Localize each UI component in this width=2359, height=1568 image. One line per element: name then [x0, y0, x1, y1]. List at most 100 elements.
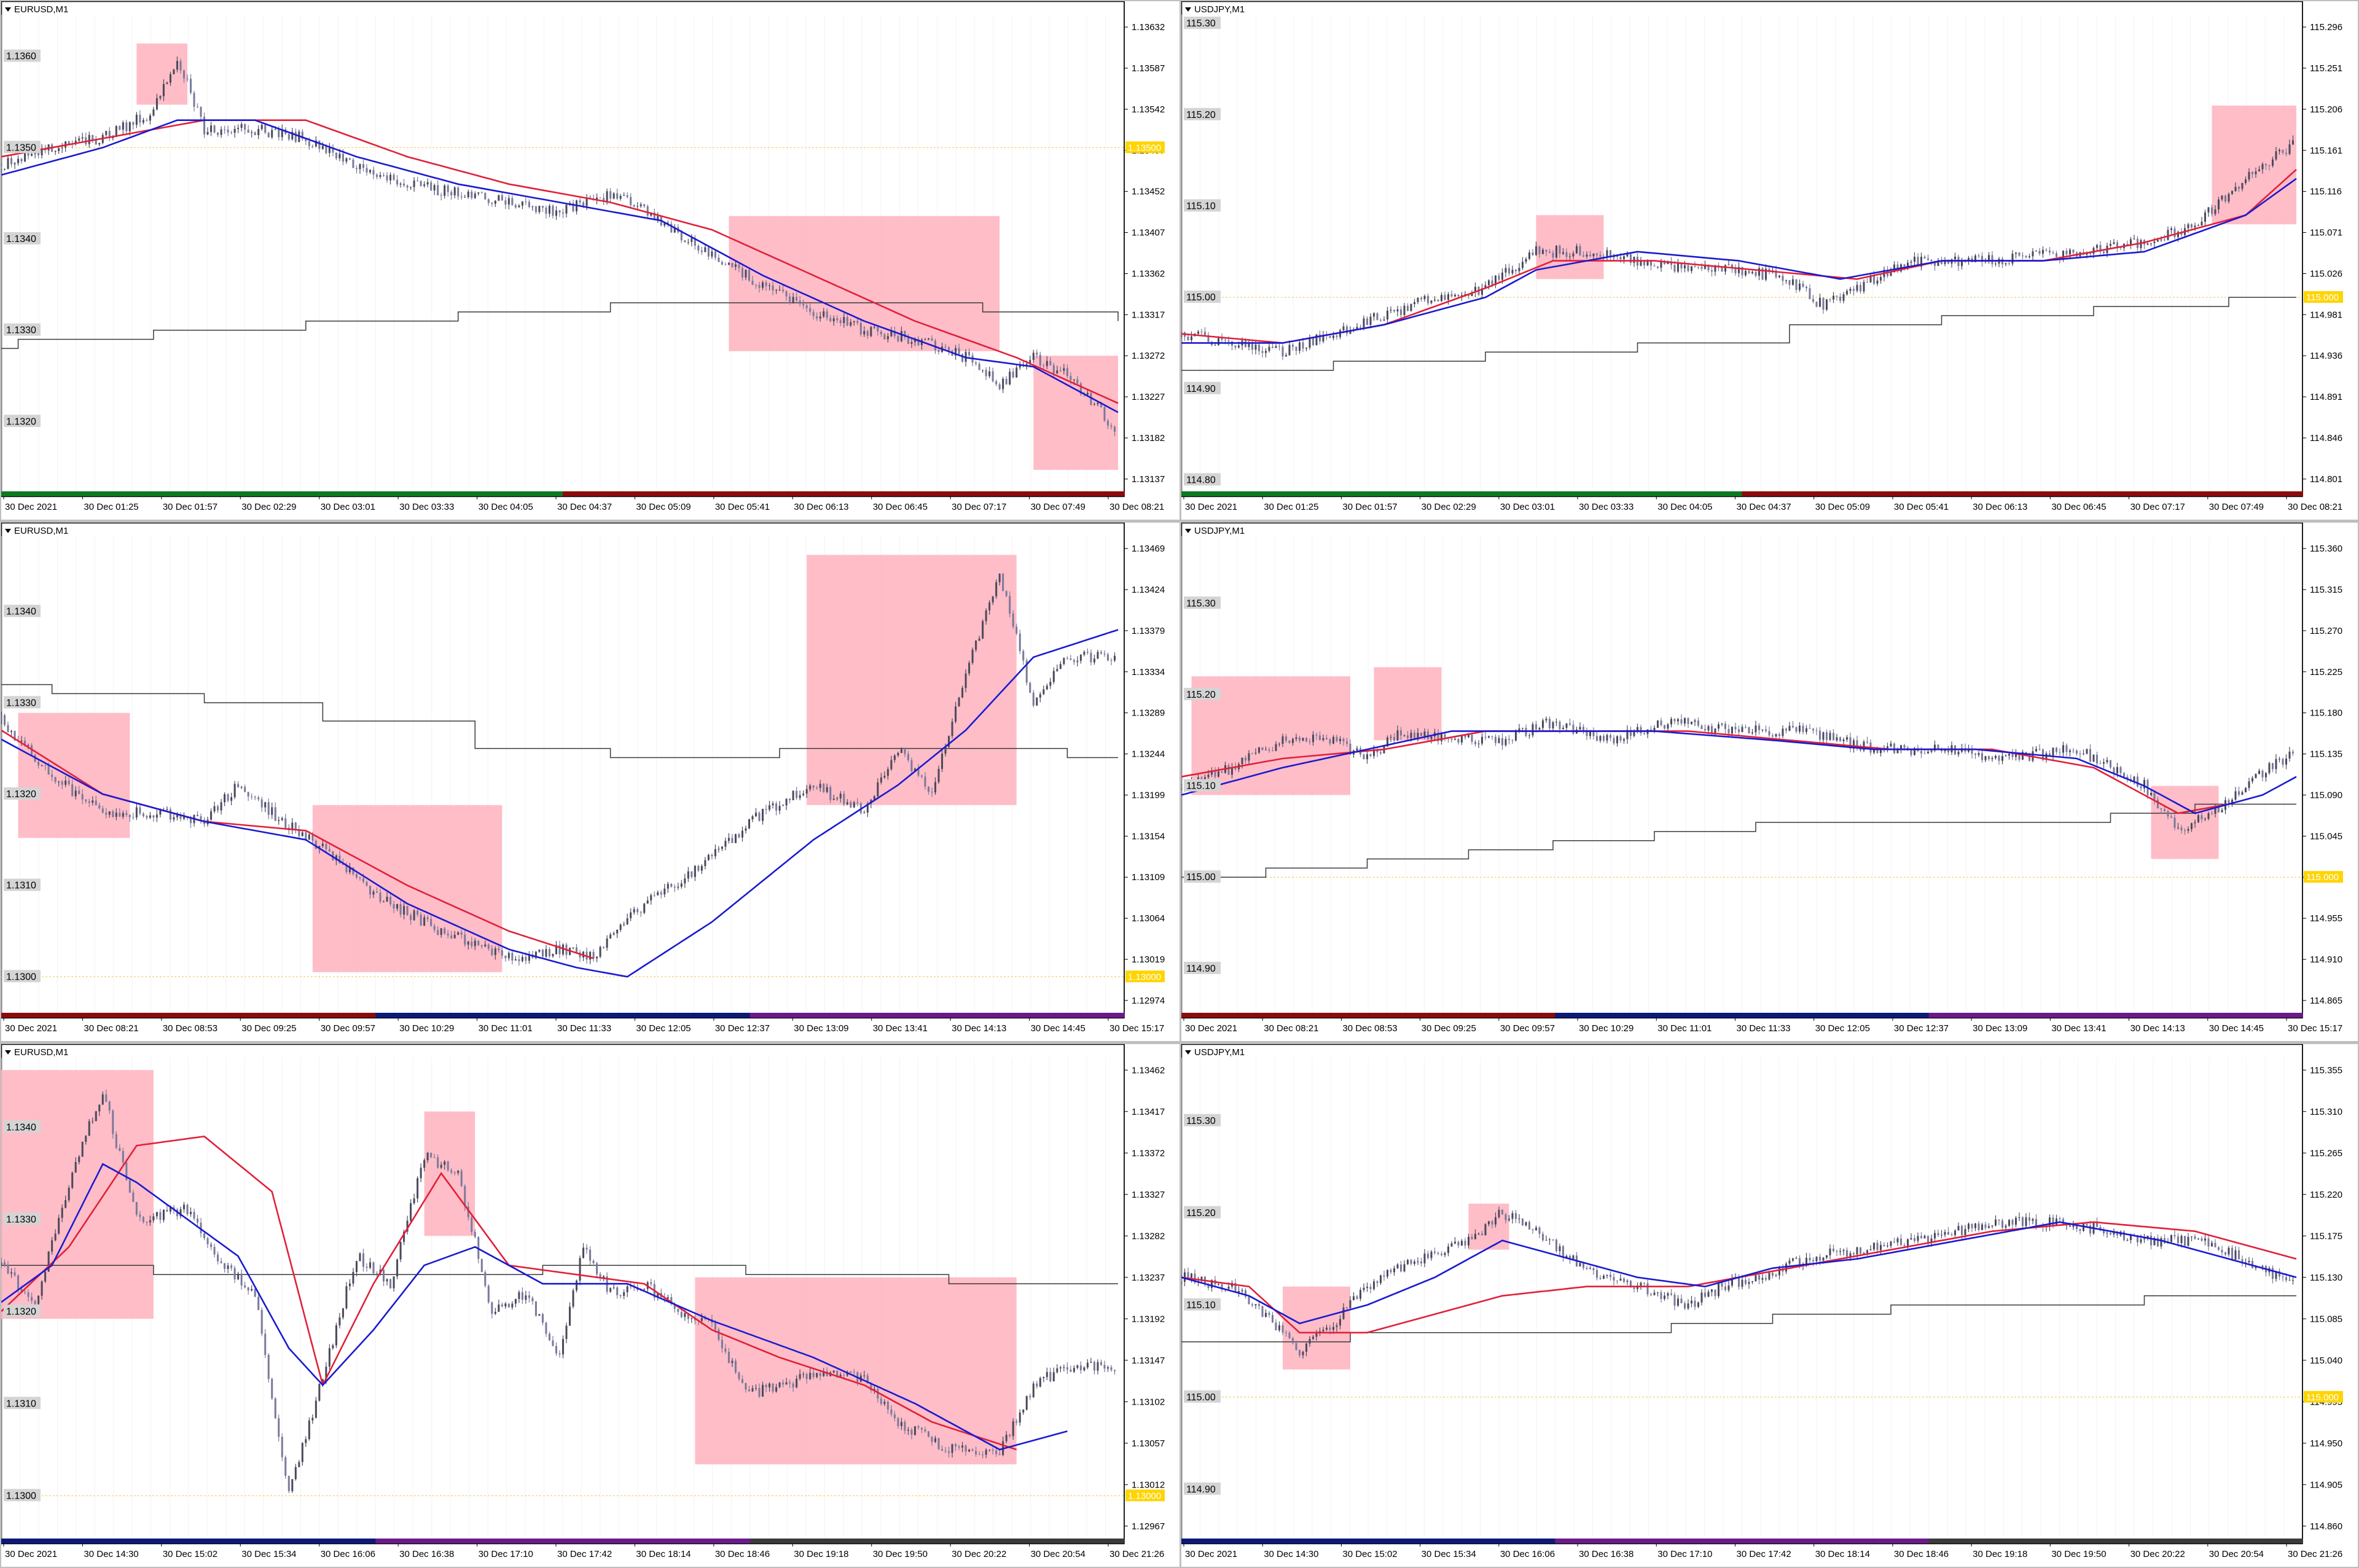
- candle-body: [1309, 338, 1311, 348]
- dropdown-triangle-icon: [1185, 7, 1191, 12]
- candle-body: [2032, 1219, 2034, 1221]
- candle-body: [805, 789, 808, 794]
- candle-body: [484, 193, 487, 200]
- candle-body: [2251, 778, 2254, 782]
- candle-body: [2021, 255, 2024, 257]
- candle-body: [694, 865, 696, 877]
- chart-panel-top-right[interactable]: 115.296 115.251 115.206 115.161 115.116 115.0…: [1181, 1, 2358, 520]
- candle-body: [619, 195, 622, 199]
- candle-body: [2065, 745, 2068, 752]
- candle-body: [1991, 758, 1993, 760]
- candle-body: [155, 98, 158, 110]
- candle-body: [74, 140, 77, 144]
- candle-body: [2099, 763, 2102, 765]
- candle-body: [1403, 735, 1406, 736]
- candle-body: [1869, 275, 1872, 283]
- candle-body: [1076, 379, 1079, 384]
- candle-body: [1700, 725, 1703, 729]
- candle-body: [1761, 268, 1764, 280]
- candle-body: [694, 238, 696, 246]
- round-level-box: [1184, 473, 1221, 486]
- candle-body: [2275, 151, 2277, 160]
- time-tick-label: 30 Dec 09:25: [1422, 1023, 1476, 1034]
- candle-body: [1555, 1239, 1558, 1252]
- round-level-label: 115.00: [1186, 1392, 1216, 1403]
- price-tick-label: 1.13542: [1132, 104, 1165, 115]
- candle-body: [186, 1204, 189, 1214]
- round-level-label: 114.90: [1186, 964, 1216, 974]
- candle-body: [961, 688, 964, 698]
- candle-body: [112, 136, 114, 138]
- candle-body: [139, 1214, 141, 1217]
- candle-body: [220, 1261, 222, 1263]
- candle-body: [1450, 294, 1453, 297]
- candle-body: [1764, 268, 1767, 280]
- chart-panel-bottom-right[interactable]: 115.355 115.310 115.265 115.220 115.175 115.1…: [1181, 1044, 2358, 1567]
- candle-body: [1203, 332, 1207, 335]
- candle-body: [948, 1451, 950, 1453]
- candle-body: [507, 198, 510, 205]
- candle-body: [480, 1258, 483, 1273]
- candle-body: [366, 168, 368, 173]
- chart-panel-middle-right[interactable]: 115.360 115.315 115.270 115.225 115.180 115.1…: [1181, 523, 2358, 1041]
- candle-body: [88, 135, 90, 144]
- candle-body: [687, 871, 689, 879]
- candle-body: [389, 897, 392, 905]
- candle-body: [318, 140, 321, 149]
- candle-body: [2255, 773, 2257, 778]
- symbol-text: USDJPY,M1: [1194, 4, 1245, 15]
- candle-body: [1207, 774, 1210, 778]
- candle-body: [1032, 353, 1035, 361]
- candle-body: [1302, 342, 1304, 349]
- candle-body: [968, 1449, 971, 1452]
- time-tick-label: 30 Dec 03:01: [1500, 502, 1555, 512]
- candle-body: [1785, 728, 1788, 731]
- candle-body: [383, 175, 385, 176]
- candle-body: [1724, 265, 1727, 272]
- candle-body: [1697, 267, 1700, 268]
- candle-body: [2001, 1220, 2004, 1228]
- candle-body: [731, 1360, 734, 1363]
- candle-body: [961, 354, 964, 362]
- candle-body: [714, 849, 716, 857]
- candle-body: [2228, 1247, 2230, 1255]
- level-price-label: 1.13000: [1128, 972, 1161, 982]
- candle-body: [1920, 257, 1923, 267]
- round-level-box: [1184, 1482, 1221, 1495]
- dropdown-triangle-icon: [1185, 529, 1191, 533]
- candle-body: [670, 1297, 673, 1305]
- chart-panel-top-left[interactable]: 1.136321.135871.135421.134971.134521.134…: [1, 1, 1180, 520]
- step-line: [1181, 1295, 2296, 1343]
- candle-body: [931, 1437, 933, 1442]
- candle-body: [1582, 727, 1585, 730]
- price-tick-label: 115.161: [2310, 146, 2342, 156]
- candle-body: [1724, 724, 1727, 729]
- candle-body: [1494, 275, 1497, 286]
- time-tick-label: 30 Dec 2021: [5, 1549, 57, 1559]
- candle-body: [132, 1192, 135, 1203]
- candle-body: [1619, 257, 1622, 259]
- candle-body: [531, 1298, 534, 1301]
- candle-body: [366, 1266, 368, 1268]
- candle-body: [1852, 289, 1855, 291]
- candle-body: [545, 207, 547, 214]
- candle-body: [166, 82, 168, 84]
- chart-panel-bottom-left[interactable]: 1.13462 1.13417 1.13372 1.13327 1.13282 1.132…: [1, 1044, 1180, 1567]
- candle-body: [1795, 279, 1798, 291]
- candle-body: [2194, 1236, 2196, 1239]
- candle-body: [1181, 786, 1183, 787]
- candle-body: [514, 959, 517, 961]
- candle-body: [2224, 195, 2227, 202]
- candle-body: [1447, 294, 1450, 300]
- candle-body: [37, 1295, 40, 1305]
- chart-panel-middle-left[interactable]: 1.13469 1.13424 1.13379 1.13334 1.13289 1.132…: [1, 523, 1180, 1041]
- candle-body: [1532, 724, 1534, 736]
- candle-body: [383, 1270, 385, 1282]
- candle-body: [1626, 730, 1629, 739]
- candle-body: [1613, 1277, 1615, 1281]
- candle-body: [2102, 1229, 2105, 1233]
- candle-body: [1815, 730, 1818, 731]
- candle-body: [1379, 1275, 1382, 1284]
- time-tick-label: 30 Dec 13:09: [1973, 1023, 2027, 1034]
- candle-body: [2291, 140, 2294, 145]
